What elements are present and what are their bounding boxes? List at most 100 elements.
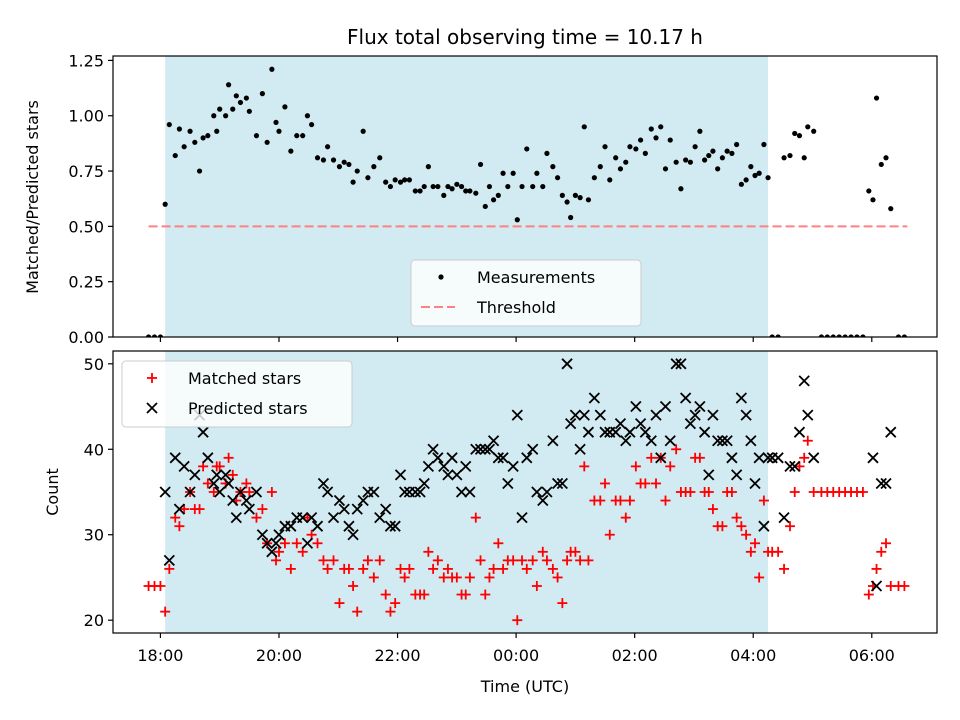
measurement-point: [729, 150, 735, 156]
matched-star-point: [451, 572, 462, 583]
measurement-point: [667, 137, 673, 143]
matched-star-point: [174, 521, 185, 532]
predicted-star-point: [159, 486, 171, 498]
measurement-point: [724, 148, 730, 154]
matched-star-point: [343, 563, 354, 574]
measurement-point: [187, 128, 193, 134]
x-tick-label: 02:00: [612, 646, 658, 665]
predicted-star-point: [464, 486, 476, 498]
matched-star-point: [285, 563, 296, 574]
measurement-point: [157, 334, 164, 337]
predicted-star-point: [574, 443, 586, 455]
matched-star-point: [214, 461, 225, 472]
measurement-point: [365, 175, 371, 181]
measurement-point: [223, 113, 229, 119]
measurement-point: [477, 161, 484, 168]
measurement-point: [642, 150, 648, 156]
measurement-point: [648, 126, 654, 132]
predicted-star-point: [614, 417, 627, 430]
predicted-star-point: [384, 520, 397, 532]
matched-star-point: [374, 555, 385, 566]
matched-star-point: [470, 512, 481, 523]
predicted-star-point: [730, 469, 743, 481]
star-count-panel: Count Time (UTC) 20 30 40 50 18:00 20:00 22:00…: [43, 350, 938, 696]
measurement-point: [787, 152, 793, 159]
measurement-point: [490, 197, 497, 203]
predicted-star-point: [541, 486, 553, 498]
measurement-point: [836, 334, 842, 337]
predicted-star-point: [163, 554, 175, 567]
matched-star-point: [745, 546, 756, 557]
matched-star-point: [395, 563, 406, 574]
measurement-point: [151, 334, 158, 337]
matched-star-point: [857, 487, 868, 497]
y-tick-label: 1.25: [68, 51, 104, 70]
measurement-point: [591, 175, 597, 181]
measurement-point: [336, 164, 343, 170]
measurement-point: [196, 168, 203, 174]
measurement-point: [500, 170, 506, 176]
predicted-star-point: [880, 477, 892, 490]
predicted-star-point: [261, 537, 273, 549]
predicted-star-point: [789, 460, 801, 473]
y-axis-label-count: Count: [43, 468, 62, 516]
matched-star-point: [223, 452, 234, 463]
matched-star-point: [428, 563, 439, 574]
matched-star-point: [279, 538, 290, 549]
predicted-star-point: [527, 443, 539, 455]
predicted-star-point: [689, 409, 701, 421]
matched-star-point: [155, 581, 166, 591]
measurement-point: [756, 170, 762, 176]
matched-star-point: [460, 589, 471, 600]
measurement-point: [581, 124, 587, 130]
predicted-star-point: [569, 409, 582, 421]
predicted-star-point: [511, 409, 523, 421]
measurement-point: [454, 181, 460, 187]
matched-star-point: [779, 563, 790, 574]
measurement-point: [445, 183, 451, 190]
measurement-point: [217, 106, 223, 112]
predicted-star-point: [222, 477, 235, 490]
predicted-star-point: [250, 486, 263, 498]
matched-star-point: [399, 572, 410, 583]
measurement-point: [568, 214, 574, 221]
predicted-star-point: [772, 452, 784, 464]
matched-star-point: [362, 555, 373, 566]
predicted-star-point: [317, 477, 330, 490]
measurement-point: [294, 133, 300, 139]
predicted-star-point: [664, 435, 676, 447]
predicted-star-point: [497, 452, 509, 464]
measurement-point: [901, 334, 907, 337]
measurement-point: [765, 175, 771, 181]
y-tick-label: 30: [84, 526, 104, 545]
legend-label: Threshold: [476, 298, 556, 317]
measurement-point: [200, 135, 206, 141]
legend-box: [121, 360, 353, 428]
measurement-point: [412, 188, 418, 194]
plot-area-bottom: 20 30 40 50 18:00 20:00 22:00 00:00 02:00 04:00 06…: [84, 350, 938, 665]
measurement-point: [761, 141, 767, 148]
measurement-point: [176, 126, 182, 132]
measurement-point: [237, 99, 244, 106]
matched-star-point: [475, 555, 486, 566]
matched-star-point: [736, 521, 747, 532]
predicted-star-point: [380, 503, 392, 515]
predicted-star-point: [516, 511, 528, 524]
matched-star-point: [257, 504, 268, 515]
predicted-star-point: [698, 426, 711, 438]
matched-star-point: [531, 581, 542, 591]
matched-star-point: [630, 461, 641, 472]
matched-star-point: [322, 563, 333, 574]
predicted-star-point: [507, 460, 519, 473]
predicted-star-point: [680, 392, 692, 404]
predicted-star-point: [422, 460, 435, 473]
matched-star-point: [358, 563, 369, 574]
matched-star-point: [899, 581, 910, 591]
predicted-star-point: [582, 426, 595, 438]
matched-star-point: [419, 589, 430, 600]
measurement-point: [818, 334, 825, 337]
data-marks: [145, 66, 908, 337]
predicted-star-point: [470, 443, 482, 455]
legend-label: Matched stars: [188, 369, 301, 388]
predicted-star-point: [311, 520, 324, 532]
